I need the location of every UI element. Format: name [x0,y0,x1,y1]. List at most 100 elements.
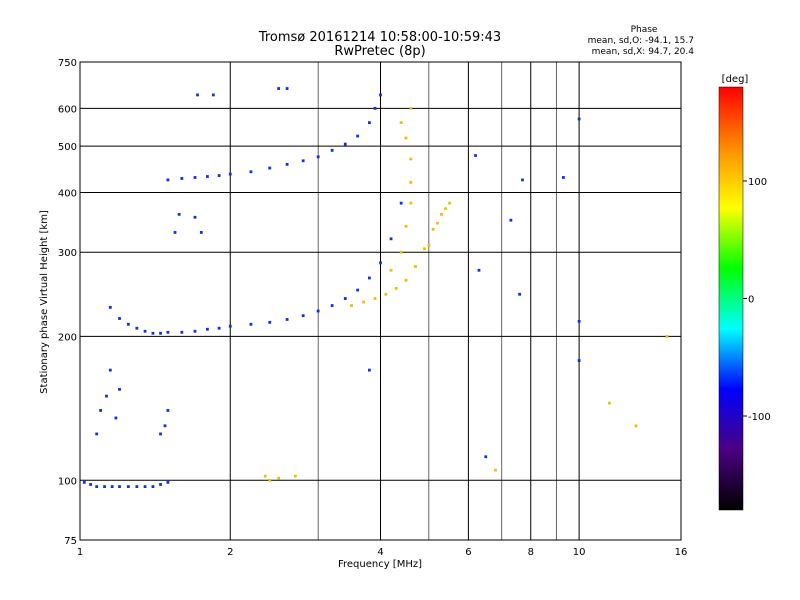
point-x-27 [494,468,497,472]
point-x-30 [665,334,669,338]
point-o-34 [249,322,253,326]
point-o-32 [217,326,221,330]
point-o-48 [193,176,197,179]
point-o-55 [301,159,305,163]
point-o-11 [166,480,170,484]
point-o-3 [103,485,106,489]
point-o-80 [484,455,488,459]
point-o-69 [277,87,281,90]
x-tick-labels: 1 2 4 6 8 10 16 [77,547,688,558]
point-o-72 [477,268,481,272]
point-o-67 [196,93,199,97]
point-o-21 [108,305,112,309]
point-o-30 [193,329,197,333]
y-tick-labels: 75 100 200 300 400 500 600 750 [58,58,77,547]
point-o-77 [577,117,581,121]
point-o-24 [135,326,139,330]
point-o-41 [356,288,360,292]
point-x-24 [268,478,272,482]
point-x-28 [608,401,611,405]
y-tick-600: 600 [58,104,77,115]
point-x-6 [414,265,417,268]
point-x-3 [384,292,388,296]
point-x-4 [394,287,398,290]
point-o-59 [356,134,360,138]
point-o-70 [285,87,289,90]
point-o-10 [159,483,162,486]
point-o-74 [518,292,522,296]
chart-subtitle: RwPretec (8p) [334,44,425,59]
point-o-14 [105,394,108,398]
point-x-13 [404,224,408,228]
point-x-26 [293,474,297,478]
point-x-8 [431,227,435,231]
point-o-19 [163,424,167,428]
point-o-75 [521,178,524,182]
point-o-78 [577,319,581,323]
colorbar-tick-100: 100 [748,177,767,188]
point-x-21 [435,221,439,225]
point-o-29 [180,330,184,334]
point-o-64 [177,212,181,216]
point-o-60 [367,121,371,125]
y-tick-300: 300 [58,248,77,259]
data-points [82,87,669,489]
point-x-20 [427,244,431,247]
point-o-76 [561,176,565,179]
phase-heading: Phase [631,25,658,35]
point-o-6 [126,485,130,489]
y-tick-500: 500 [58,142,77,153]
point-o-12 [95,432,99,436]
point-o-8 [143,485,147,489]
point-o-58 [343,142,347,146]
point-o-4 [110,485,114,489]
point-o-44 [389,237,393,241]
point-o-51 [228,172,232,176]
point-o-16 [114,416,118,420]
point-x-14 [409,201,413,205]
point-o-61 [373,106,377,110]
point-x-15 [409,180,413,184]
y-tick-200: 200 [58,332,77,343]
point-x-12 [399,250,403,254]
point-x-19 [409,106,413,110]
colorbar-tick-labels: 100 0 -100 [743,177,771,423]
point-x-23 [263,474,267,478]
point-x-16 [409,157,413,161]
point-o-47 [180,177,184,180]
point-o-56 [316,155,320,159]
point-o-37 [301,314,305,318]
point-o-50 [217,174,221,177]
point-x-22 [444,207,447,211]
point-o-9 [151,485,155,489]
point-o-53 [268,166,272,170]
point-o-25 [143,329,147,333]
point-x-1 [362,300,366,304]
grid-lines [80,62,681,540]
phase-mean-x: mean, sd,X: 94.7, 20.4 [592,47,695,57]
point-o-35 [268,320,272,324]
point-x-10 [448,201,451,205]
point-o-17 [118,387,121,391]
point-o-13 [99,409,103,412]
phase-mean-o: mean, sd,O: -94.1, 15.7 [588,36,694,46]
point-o-0 [82,480,86,484]
y-tick-75: 75 [64,536,77,547]
point-o-31 [206,327,209,331]
colorbar-label: [deg] [722,74,749,85]
point-x-2 [373,297,377,300]
y-axis-label: Stationary phase Virtual Height [km] [39,210,50,394]
chart-title: Tromsø 20161214 10:58:00-10:59:43 [258,30,501,45]
x-axis-label: Frequency [MHz] [338,559,422,570]
point-x-0 [350,304,353,307]
point-o-18 [159,432,162,436]
point-x-9 [440,212,443,216]
point-o-7 [135,485,139,489]
point-o-62 [379,93,382,97]
colorbar-tick--100: -100 [748,412,771,423]
point-o-38 [316,309,320,313]
point-o-23 [126,322,130,326]
point-x-18 [399,121,403,125]
point-o-57 [330,148,334,152]
